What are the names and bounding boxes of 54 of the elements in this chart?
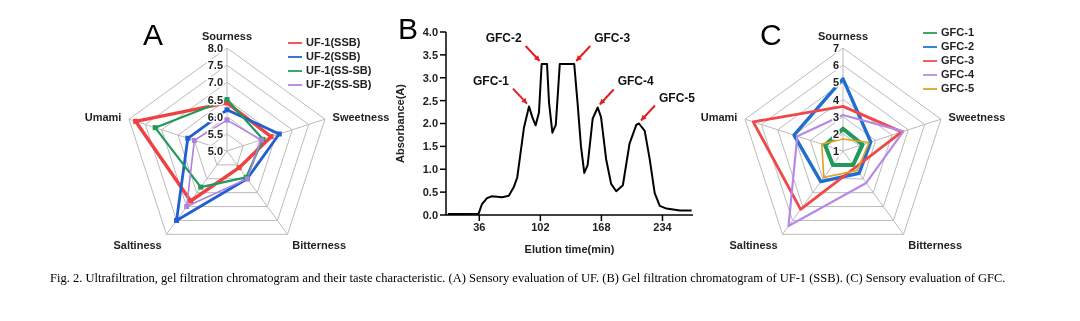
y-tick-label: 7 [832,42,839,54]
legend-label: GFC-2 [941,40,974,53]
spoke-label: Bitterness [908,238,963,251]
y-tick-label: 5.0 [207,145,223,157]
y-tick-label: 1 [832,145,839,157]
y-tick-label: 4.0 [422,25,438,38]
y-tick-label: 7.5 [207,59,223,72]
y-tick-label: 0.5 [422,186,438,199]
annotation: GFC-2 [485,31,522,46]
y-tick-label: 6 [832,59,839,72]
caption: Fig. 2. Ultrafiltration, gel filtration chromatogram and their taste characteristic. (A) Sensory evaluation of UF. (B) Gel filtration chromatogram of UF-1 (SSB). (C) Sensory evaluation of GFC. [50,270,1007,286]
y-tick-label: 0.0 [422,208,438,221]
spoke-label: Sweetness [332,110,390,123]
spoke-label: Umami [84,110,122,123]
y-tick-label: 8.0 [207,42,223,54]
annotation: GFC-1 [472,73,510,88]
chart-title: A [143,18,164,52]
legend-label: UF-1(SSB) [306,36,361,48]
spoke-label: Sourness [817,30,869,42]
spoke-label: Bitterness [292,238,347,251]
annotation: GFC-4 [617,74,655,89]
y-axis-title: Absorbance(A) [393,83,406,163]
legend-label: UF-2(SS-SB) [306,78,372,91]
legend-label: GFC-5 [941,82,974,95]
y-tick-label: 3.0 [422,71,438,84]
y-tick-label: 7.0 [207,76,223,89]
legend-label: GFC-3 [941,54,974,67]
legend-label: GFC-4 [941,68,974,81]
x-tick-label: 102 [531,220,550,233]
legend-label: GFC-1 [941,26,974,38]
y-tick-label: 4 [832,93,840,106]
x-tick-label: 168 [592,220,611,233]
chart-title: C [760,18,782,52]
y-tick-label: 2.5 [422,94,438,107]
annotation: GFC-3 [594,31,631,46]
y-tick-label: 1.0 [422,163,438,176]
x-tick-label: 234 [653,220,673,233]
spoke-label: Umami [700,110,738,123]
y-tick-label: 1.5 [422,140,438,153]
legend-label: UF-1(SS-SB) [306,64,372,77]
x-axis-title: Elution time(min) [524,243,615,255]
spoke-label: Saltiness [729,238,778,251]
legend-label: UF-2(SSB) [306,50,361,63]
y-tick-label: 3.5 [422,48,438,61]
annotation: GFC-5 [658,90,696,105]
spoke-label: Sourness [201,30,253,42]
spoke-label: Sweetness [948,110,1006,123]
y-tick-label: 5.5 [207,127,223,140]
y-tick-label: 3 [832,110,839,123]
x-tick-label: 36 [473,220,486,233]
chart-title: B [398,12,419,46]
spoke-label: Saltiness [113,238,162,251]
y-tick-label: 6.5 [207,93,223,106]
y-tick-label: 2.0 [422,117,438,130]
